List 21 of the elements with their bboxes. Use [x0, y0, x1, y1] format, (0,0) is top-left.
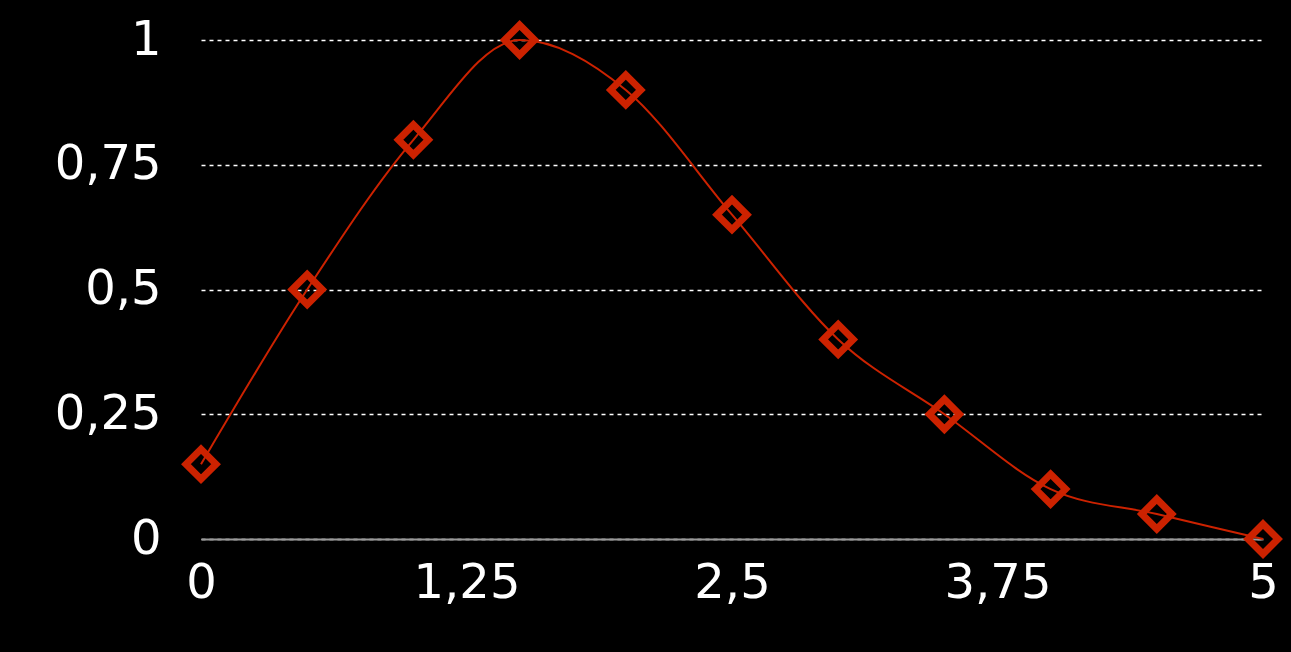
- y-tick-label: 0,25: [54, 383, 162, 440]
- x-tick-label: 3,75: [944, 552, 1052, 609]
- point: [925, 395, 963, 433]
- point: [713, 196, 751, 234]
- y-tick-label: 0,5: [85, 259, 162, 315]
- x-tick-label: 2,5: [694, 552, 771, 609]
- point: [1138, 495, 1176, 533]
- x-tick-label: 1,25: [413, 552, 521, 609]
- point: [819, 320, 857, 358]
- x-tick-label: 5: [1248, 552, 1279, 609]
- y-tick-label: 0: [130, 508, 162, 565]
- point: [394, 121, 432, 159]
- point: [1032, 470, 1070, 508]
- y-tick-label: 1: [130, 9, 162, 66]
- point: [607, 71, 645, 109]
- point: [1244, 520, 1282, 558]
- point: [288, 271, 326, 308]
- x-tick-label: 0: [186, 552, 217, 609]
- y-tick-label: 0,75: [54, 134, 162, 191]
- point: [182, 445, 220, 483]
- point: [501, 21, 539, 59]
